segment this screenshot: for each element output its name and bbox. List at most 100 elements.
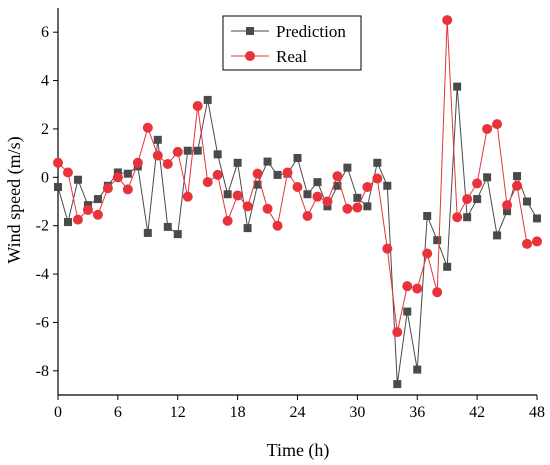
data-point-real [132, 157, 143, 168]
legend-label-real: Real [276, 47, 307, 66]
data-point-prediction [393, 380, 402, 389]
series-line-prediction [57, 86, 538, 385]
data-point-real [482, 123, 493, 134]
data-point-prediction [213, 150, 222, 159]
data-point-prediction [353, 193, 362, 202]
data-point-prediction [363, 202, 372, 211]
data-point-real [232, 190, 243, 201]
data-point-real [292, 181, 303, 192]
data-point-prediction [183, 146, 192, 155]
data-point-real [272, 220, 283, 231]
data-point-prediction [533, 214, 541, 223]
data-point-real [452, 212, 463, 223]
data-point-real [192, 100, 203, 111]
data-point-real [102, 183, 113, 194]
series-layer [53, 15, 542, 389]
data-point-prediction [493, 231, 502, 240]
x-tick-label: 0 [54, 404, 62, 421]
data-point-real [182, 191, 193, 202]
x-tick-label: 18 [230, 404, 246, 421]
x-tick-label: 48 [529, 404, 545, 421]
y-axis-title: Wind speed (m/s) [4, 136, 25, 263]
x-tick-label: 24 [290, 404, 306, 421]
data-point-prediction [443, 262, 452, 271]
data-point-real [252, 168, 263, 179]
data-point-prediction [383, 181, 392, 190]
data-point-real [462, 194, 473, 205]
data-point-prediction [173, 230, 182, 239]
data-point-real [402, 281, 413, 292]
data-point-real [152, 150, 163, 161]
data-point-real [312, 191, 323, 202]
data-point-prediction [233, 158, 242, 167]
data-point-real [53, 157, 63, 168]
x-tick-label: 12 [170, 404, 186, 421]
y-tick-label: -4 [36, 266, 49, 283]
data-point-prediction [483, 173, 492, 182]
legend-marker-real [245, 51, 255, 61]
data-point-real [442, 15, 453, 26]
data-point-prediction [373, 158, 382, 167]
data-point-real [362, 181, 373, 192]
data-point-prediction [403, 307, 412, 316]
data-point-prediction [54, 182, 62, 191]
data-point-real [242, 201, 253, 212]
data-point-real [92, 209, 103, 220]
data-point-prediction [273, 170, 282, 179]
data-point-real [142, 122, 153, 133]
data-point-prediction [93, 195, 102, 204]
data-point-prediction [313, 178, 322, 187]
y-tick-label: 6 [41, 24, 49, 41]
data-point-real [72, 214, 83, 225]
x-tick-label: 30 [349, 404, 365, 421]
data-point-real [352, 202, 363, 213]
legend-label-prediction: Prediction [276, 22, 346, 41]
data-point-prediction [333, 181, 342, 190]
data-point-prediction [293, 153, 302, 162]
data-point-real [342, 203, 353, 214]
y-tick-label: 2 [41, 121, 49, 138]
data-point-prediction [503, 207, 512, 216]
data-point-real [82, 204, 93, 215]
data-point-prediction [243, 224, 252, 233]
data-point-prediction [423, 212, 432, 221]
data-point-real [172, 146, 183, 157]
data-point-real [522, 238, 533, 249]
data-point-real [222, 215, 233, 226]
data-point-prediction [433, 236, 442, 245]
data-point-prediction [413, 365, 422, 374]
data-point-real [422, 248, 433, 259]
data-point-real [532, 236, 542, 247]
data-point-prediction [463, 213, 472, 222]
data-point-real [212, 169, 223, 180]
data-point-prediction [263, 157, 272, 166]
legend: Prediction Real [222, 15, 362, 71]
data-point-prediction [343, 163, 352, 172]
legend-marker-prediction [246, 27, 254, 35]
data-point-real [202, 177, 213, 188]
legend-box [222, 15, 362, 71]
y-tick-label: -2 [36, 218, 49, 235]
data-point-prediction [523, 197, 532, 206]
x-axis-title: Time (h) [267, 440, 330, 461]
data-point-real [492, 119, 503, 130]
data-point-prediction [153, 135, 162, 144]
data-point-real [122, 184, 133, 195]
data-point-real [282, 167, 293, 178]
data-point-real [372, 173, 383, 184]
data-point-prediction [163, 222, 172, 231]
data-point-real [262, 203, 273, 214]
data-point-prediction [143, 228, 152, 237]
y-tick-label: 4 [41, 73, 49, 90]
data-point-prediction [203, 95, 212, 104]
data-point-real [322, 196, 333, 207]
data-point-real [412, 283, 423, 294]
data-point-prediction [253, 180, 262, 189]
data-point-real [332, 171, 343, 182]
data-point-real [432, 287, 443, 298]
data-point-prediction [193, 146, 202, 155]
data-point-real [512, 180, 523, 191]
data-point-prediction [303, 190, 312, 199]
